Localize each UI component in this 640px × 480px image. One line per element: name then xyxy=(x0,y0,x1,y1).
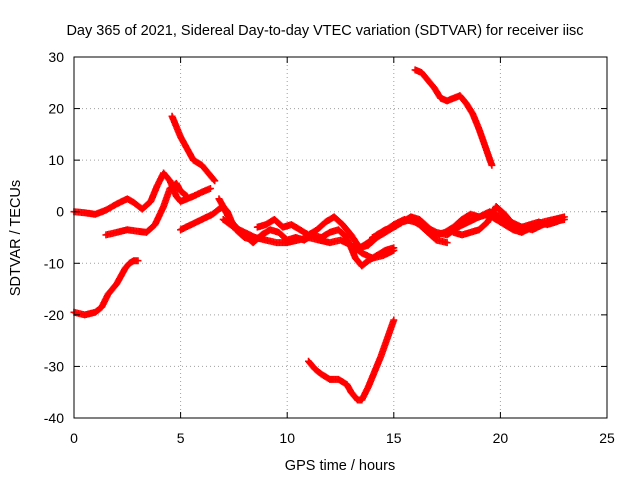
series-track-12 xyxy=(305,316,398,404)
y-tick-label: -20 xyxy=(44,307,64,323)
axis-ticks: 0 5 10 15 20 25 -40 -30 -20 -10 0 10 20 30 xyxy=(44,49,615,446)
data-point xyxy=(488,161,496,169)
data-point xyxy=(134,257,142,265)
y-tick-label: 10 xyxy=(48,152,64,168)
x-tick-label: 25 xyxy=(599,430,615,446)
series-track-3 xyxy=(70,257,142,319)
y-tick-label: -40 xyxy=(44,410,64,426)
chart-title: Day 365 of 2021, Sidereal Day-to-day VTE… xyxy=(66,23,583,39)
data-point xyxy=(558,215,566,223)
series-track-4 xyxy=(168,112,219,185)
series-track-1 xyxy=(70,169,214,218)
data-point xyxy=(390,316,398,324)
data-point xyxy=(210,176,218,184)
plot-frame xyxy=(73,56,608,419)
y-tick-label: -10 xyxy=(44,255,64,271)
data-point xyxy=(211,177,219,185)
y-tick-label: 20 xyxy=(48,101,64,117)
y-axis-label: SDTVAR / TECUs xyxy=(8,180,24,296)
data-point xyxy=(183,192,191,200)
data-point xyxy=(443,239,451,247)
x-tick-label: 10 xyxy=(279,430,295,446)
x-tick-label: 20 xyxy=(493,430,509,446)
series-track-7 xyxy=(219,215,398,262)
y-tick-label: 30 xyxy=(48,49,64,65)
series-track-13 xyxy=(411,66,496,169)
x-axis-label: GPS time / hours xyxy=(285,458,395,474)
series-track-11 xyxy=(449,203,566,239)
x-tick-label: 0 xyxy=(70,430,78,446)
y-tick-label: 0 xyxy=(56,204,64,220)
series-track-2 xyxy=(102,179,191,239)
data-point xyxy=(206,185,214,193)
data-point xyxy=(182,191,190,199)
x-tick-label: 5 xyxy=(177,430,185,446)
data-point xyxy=(390,246,398,254)
y-tick-label: -30 xyxy=(44,358,64,374)
x-tick-label: 15 xyxy=(386,430,402,446)
data-series xyxy=(70,66,568,404)
